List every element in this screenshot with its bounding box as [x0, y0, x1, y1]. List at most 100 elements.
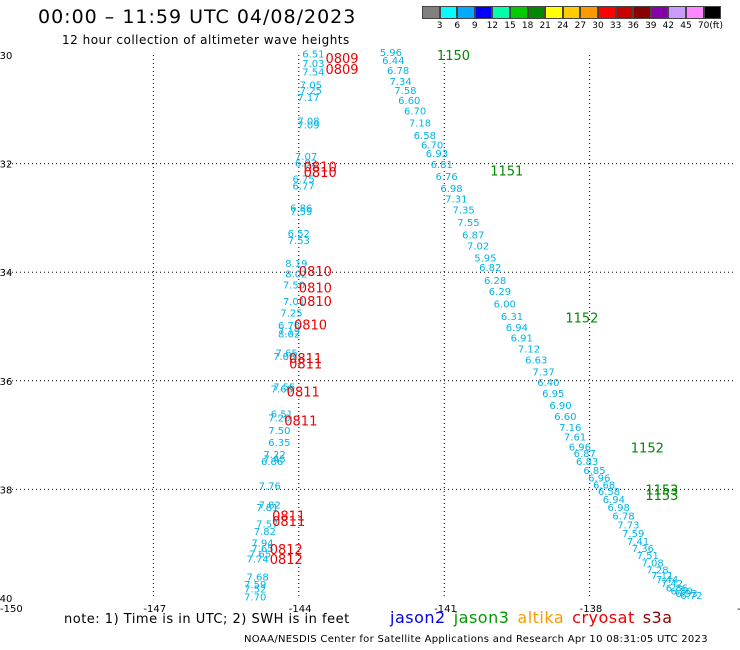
- wave-height-value: 6.87: [574, 449, 596, 460]
- wave-height-value: 6.70: [421, 140, 443, 151]
- wave-height-value: 7.50: [283, 280, 305, 291]
- time-label: 1152: [631, 442, 664, 457]
- wave-height-value: 6.00: [494, 299, 516, 310]
- wave-height-value: 7.65: [251, 544, 273, 555]
- wave-height-value: 6.93: [426, 149, 448, 160]
- wave-height-value: 7.36: [632, 544, 654, 555]
- time-label: 1151: [490, 165, 523, 180]
- wave-height-value: 7.17: [297, 93, 319, 104]
- color-tick-label: 18: [521, 21, 534, 31]
- wave-height-value: 7.68: [271, 385, 293, 396]
- time-label: 0810: [304, 160, 337, 175]
- wave-height-value: 6.51: [271, 410, 293, 421]
- wave-height-value: 6.70: [404, 107, 426, 118]
- color-swatch: [598, 6, 616, 19]
- color-tick-label: 24: [557, 21, 569, 31]
- wave-height-value: 7.22: [263, 450, 285, 461]
- wave-height-value: 6.94: [506, 323, 528, 334]
- wave-height-value: 5.95: [474, 253, 496, 264]
- y-tick-label: -30: [0, 51, 12, 62]
- wave-height-value: 7.73: [617, 520, 639, 531]
- satellite-jason3: jason3: [453, 608, 510, 627]
- x-tick-label: -138: [580, 604, 603, 615]
- y-tick-label: -32: [0, 160, 12, 171]
- y-tick-label: -36: [0, 377, 12, 388]
- wave-height-value: 6.96: [569, 442, 591, 453]
- wave-height-value: 6.86: [290, 203, 312, 214]
- color-tick-label: 39: [645, 21, 657, 31]
- page-title: 00:00 – 11:59 UTC 04/08/2023: [38, 6, 357, 28]
- wave-height-value: 6.92: [295, 158, 317, 169]
- wave-height-value: 7.44: [656, 575, 678, 586]
- color-tick-label: 36: [627, 21, 639, 31]
- wave-height-value: 6.60: [398, 96, 420, 107]
- wave-height-value: 6.52: [288, 229, 310, 240]
- wave-height-value: 6.90: [549, 401, 571, 412]
- wave-height-value: 6.76: [435, 172, 457, 183]
- x-tick-label: -150: [0, 604, 23, 615]
- time-label: 0812: [270, 543, 303, 558]
- wave-height-value: 7.58: [394, 86, 416, 97]
- wave-height-value: 6.35: [268, 438, 290, 449]
- wave-height-value: 6.51: [302, 50, 324, 61]
- wave-height-value: 7.70: [244, 593, 266, 604]
- color-swatch: [545, 6, 563, 19]
- wave-height-value: 7.61: [564, 433, 586, 444]
- wave-height-value: 6.94: [603, 495, 625, 506]
- wave-height-value: 7.74: [246, 555, 268, 566]
- wave-height-value: 6.60: [554, 412, 576, 423]
- y-tick-label: -38: [0, 485, 12, 496]
- time-label: 1150: [437, 49, 470, 64]
- wave-height-value: 6.72: [680, 591, 702, 602]
- time-label: 0811: [289, 352, 322, 367]
- wave-height-value: 7.59: [290, 207, 312, 218]
- wave-height-value: 7.07: [295, 152, 317, 163]
- x-tick-label: -147: [143, 604, 166, 615]
- color-swatch: [703, 6, 722, 19]
- time-label: 1153: [645, 483, 678, 498]
- time-label: 0809: [325, 52, 358, 67]
- wave-height-value: 7.25: [300, 86, 322, 97]
- time-label: 0810: [299, 281, 332, 296]
- color-swatch: [474, 6, 493, 19]
- color-tick-label: 42: [662, 21, 675, 31]
- time-label: 0810: [299, 265, 332, 280]
- wave-height-value: 7.12: [518, 345, 540, 356]
- wave-height-value: 6.87: [462, 231, 484, 242]
- time-label: 0809: [325, 63, 358, 78]
- wave-height-value: 6.80: [671, 587, 693, 598]
- x-tick-label: -144: [289, 604, 312, 615]
- wave-height-value: 6.40: [537, 378, 559, 389]
- color-tick-label: 6: [454, 21, 461, 31]
- wave-height-value: 7.76: [259, 481, 281, 492]
- wave-height-value: 7.68: [246, 573, 268, 584]
- credit-line: NOAA/NESDIS Center for Satellite Applica…: [244, 634, 708, 645]
- wave-height-value: 6.77: [293, 182, 315, 193]
- wave-height-value: 6.85: [583, 466, 605, 477]
- wave-height-value: 7.59: [622, 529, 644, 540]
- satellite-cryosat: cryosat: [572, 608, 635, 627]
- color-swatch: [650, 6, 669, 19]
- time-label: 0811: [289, 358, 322, 373]
- wave-height-value: 7.82: [254, 527, 276, 538]
- wave-height-value: 7.31: [445, 195, 467, 206]
- x-tick-label: -141: [434, 604, 457, 615]
- time-label: 1152: [565, 311, 598, 326]
- wave-height-value: 7.50: [268, 426, 290, 437]
- wave-height-value: 7.51: [637, 551, 659, 562]
- wave-height-value: 5.96: [380, 48, 402, 59]
- wave-height-value: 6.86: [666, 583, 688, 594]
- color-swatch: [457, 6, 475, 19]
- color-swatch: [633, 6, 651, 19]
- satellite-s3a: s3a: [642, 608, 673, 627]
- wave-height-value: 6.91: [511, 334, 533, 345]
- color-tick-label: 15: [504, 21, 516, 31]
- color-swatch: [668, 6, 686, 19]
- satellite-jason2: jason2: [390, 608, 446, 627]
- time-label: 0810: [304, 166, 337, 181]
- color-swatch: [422, 6, 440, 19]
- wave-height-value: 7.08: [297, 117, 319, 128]
- page-subtitle: 12 hour collection of altimeter wave hei…: [62, 33, 350, 47]
- color-tick-label: 70: [697, 21, 710, 31]
- wave-height-value: 6.58: [598, 487, 620, 498]
